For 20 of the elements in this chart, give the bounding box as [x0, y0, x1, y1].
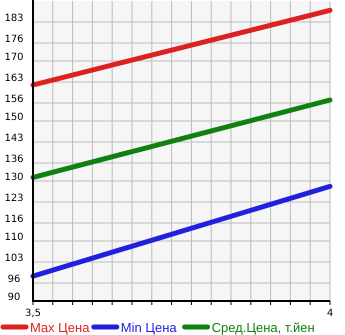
y-tick-label: 183: [4, 13, 24, 24]
y-tick-label: 143: [4, 133, 24, 144]
y-tick-label: 176: [4, 34, 24, 45]
y-tick-label: 170: [4, 52, 24, 63]
y-tick-label: 103: [4, 253, 24, 264]
y-tick-label: 156: [4, 94, 24, 105]
x-tick-label: 4: [326, 308, 334, 319]
legend-label: Min Цена: [120, 320, 178, 335]
y-tick-label: 90: [8, 292, 20, 303]
y-tick-label: 110: [4, 232, 24, 243]
y-tick-label: 116: [4, 214, 24, 225]
y-tick-label: 123: [4, 193, 24, 204]
y-tick-label: 150: [4, 112, 24, 123]
y-tick-label: 136: [4, 154, 24, 165]
x-tick-label: 3,5: [25, 308, 41, 319]
legend-label: Сред.Цена, т.йен: [212, 320, 315, 335]
y-tick-label: 163: [4, 73, 24, 84]
y-tick-label: 130: [4, 172, 24, 183]
legend-label: Max Цена: [30, 320, 90, 335]
y-tick-label: 96: [8, 274, 20, 285]
